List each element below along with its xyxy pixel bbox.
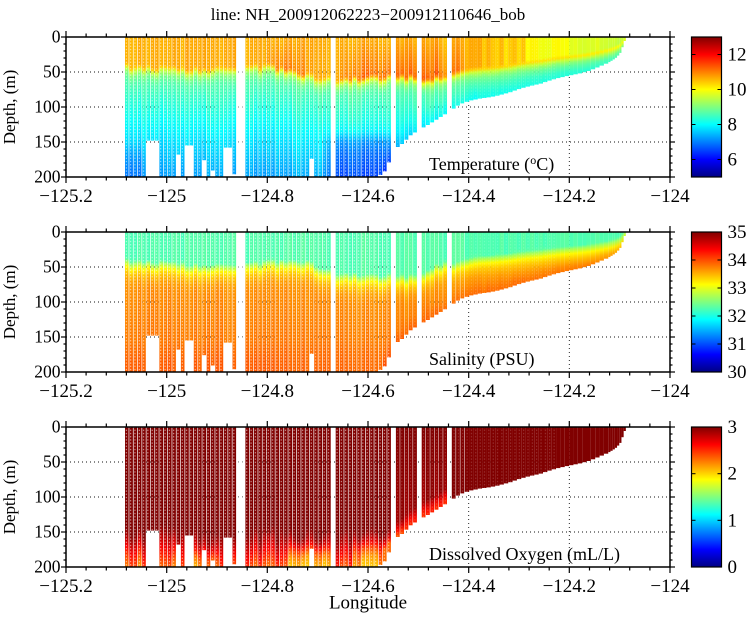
svg-text:50: 50	[43, 256, 61, 276]
svg-text:−124.8: −124.8	[241, 186, 294, 207]
svg-text:0: 0	[52, 416, 61, 436]
svg-text:Dissolved Oxygen (mL/L): Dissolved Oxygen (mL/L)	[429, 544, 620, 565]
svg-text:100: 100	[34, 291, 61, 311]
svg-text:Salinity (PSU): Salinity (PSU)	[429, 349, 535, 370]
svg-text:12: 12	[728, 45, 747, 66]
svg-text:−125.2: −125.2	[39, 381, 92, 402]
svg-text:100: 100	[34, 486, 61, 506]
svg-text:line: NH_200912062223−20091211: line: NH_200912062223−200912110646_bob	[211, 5, 525, 24]
svg-text:Temperature (oC): Temperature (oC)	[429, 153, 554, 175]
svg-text:−124.8: −124.8	[241, 576, 294, 597]
svg-text:−124.2: −124.2	[543, 186, 596, 207]
svg-text:30: 30	[728, 362, 747, 383]
svg-text:−125.2: −125.2	[39, 186, 92, 207]
svg-text:−124: −124	[650, 186, 690, 207]
svg-text:−125: −125	[147, 576, 186, 597]
svg-text:−124.6: −124.6	[341, 186, 394, 207]
svg-text:200: 200	[34, 556, 61, 576]
svg-text:8: 8	[728, 115, 738, 136]
svg-text:200: 200	[34, 166, 61, 186]
svg-text:150: 150	[34, 131, 61, 151]
svg-text:−124.8: −124.8	[241, 381, 294, 402]
svg-text:−125: −125	[147, 381, 186, 402]
svg-text:3: 3	[728, 417, 738, 438]
svg-text:Longitude: Longitude	[329, 593, 407, 614]
svg-text:35: 35	[728, 222, 747, 243]
svg-text:33: 33	[728, 278, 747, 299]
svg-text:6: 6	[728, 150, 738, 171]
svg-text:−124.4: −124.4	[442, 186, 496, 207]
svg-text:150: 150	[34, 326, 61, 346]
svg-text:−124: −124	[650, 381, 690, 402]
svg-text:50: 50	[43, 451, 61, 471]
svg-text:Depth, (m): Depth, (m)	[0, 70, 19, 145]
svg-text:−124.2: −124.2	[543, 576, 596, 597]
svg-text:0: 0	[52, 221, 61, 241]
svg-text:Depth, (m): Depth, (m)	[0, 265, 19, 340]
svg-text:10: 10	[728, 80, 747, 101]
svg-text:−124.4: −124.4	[442, 576, 496, 597]
svg-text:−125: −125	[147, 186, 186, 207]
svg-text:2: 2	[728, 464, 738, 485]
svg-text:32: 32	[728, 306, 747, 327]
svg-text:100: 100	[34, 96, 61, 116]
svg-text:50: 50	[43, 61, 61, 81]
svg-text:150: 150	[34, 521, 61, 541]
svg-text:0: 0	[728, 557, 738, 578]
svg-text:1: 1	[728, 510, 738, 531]
svg-text:−125.2: −125.2	[39, 576, 92, 597]
svg-text:200: 200	[34, 361, 61, 381]
svg-text:−124.6: −124.6	[341, 381, 394, 402]
svg-text:Depth, (m): Depth, (m)	[0, 460, 19, 535]
svg-text:0: 0	[52, 26, 61, 46]
svg-text:−124.4: −124.4	[442, 381, 496, 402]
svg-text:34: 34	[728, 250, 748, 271]
svg-text:−124.2: −124.2	[543, 381, 596, 402]
svg-text:−124: −124	[650, 576, 690, 597]
svg-text:31: 31	[728, 334, 747, 355]
svg-text:−124.6: −124.6	[341, 576, 394, 597]
